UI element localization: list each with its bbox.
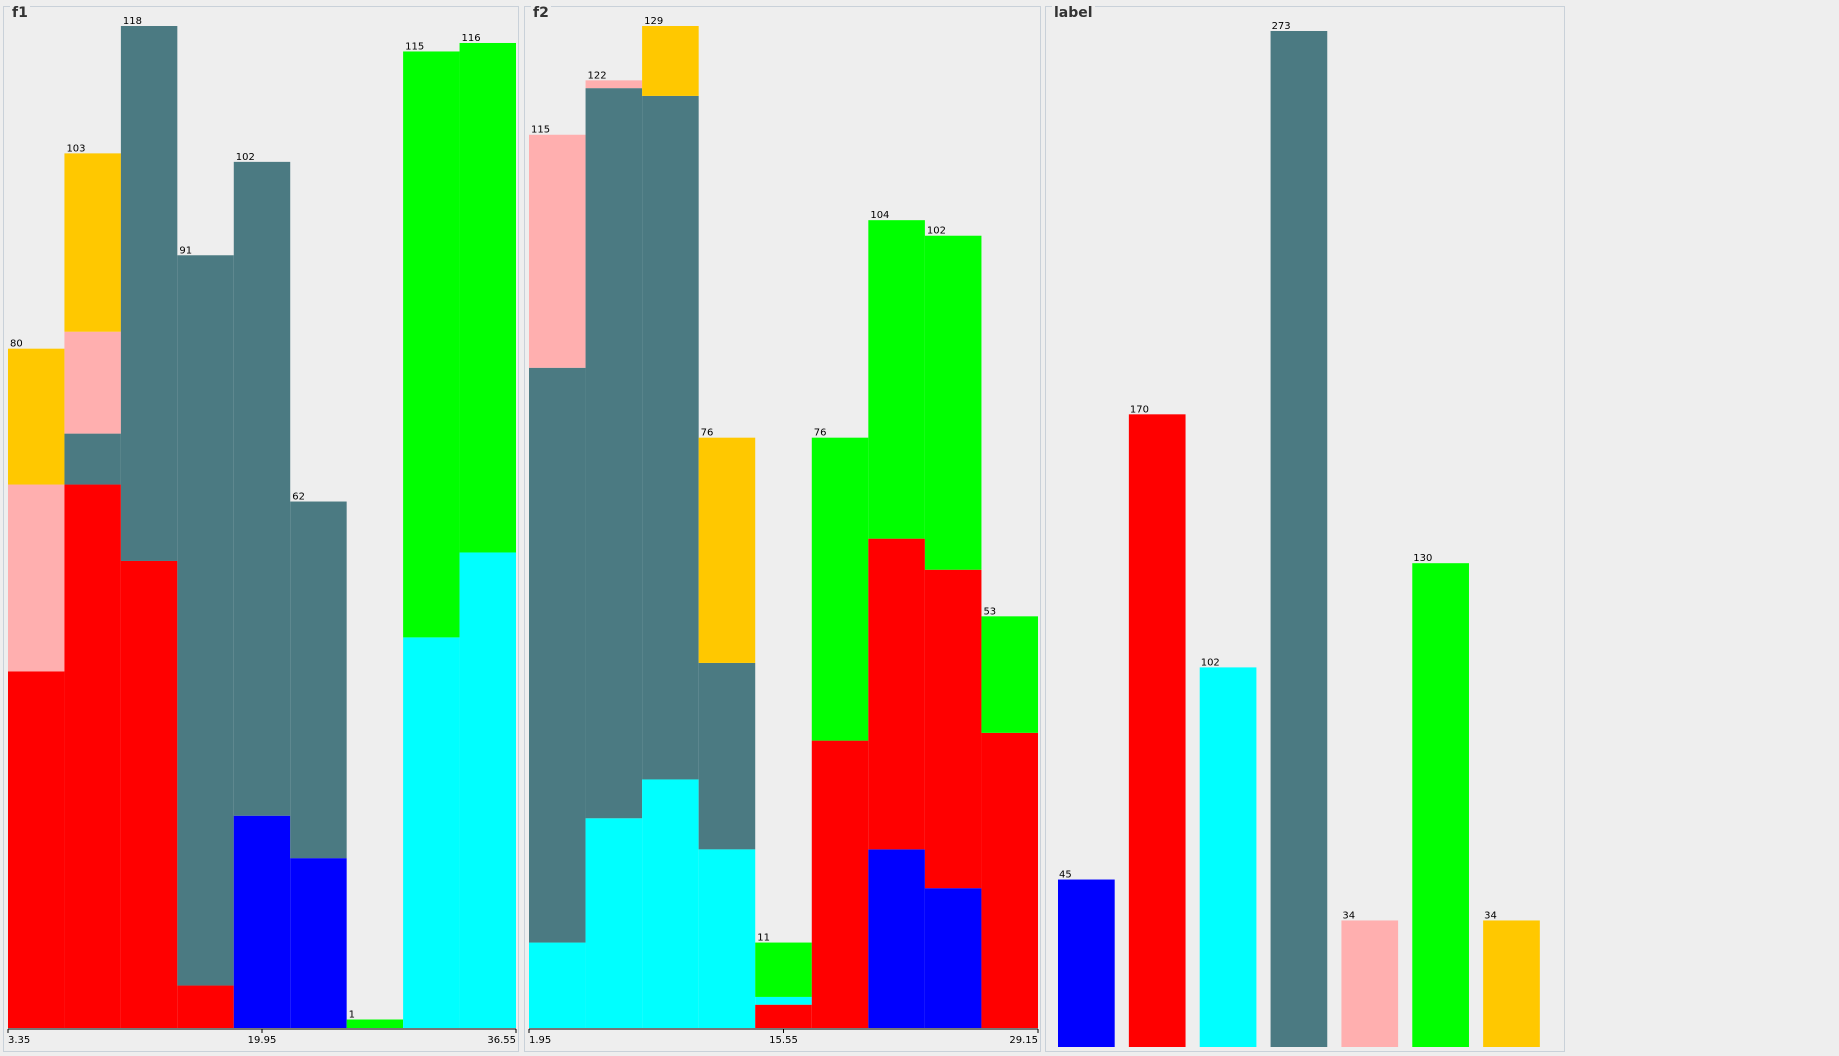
panel-f2: f2 115 122 129 76 11 76 104 102 53 1.95 15.55 29.15 [524,5,1041,1052]
f2-bin-7-count-label: 102 [927,226,946,237]
histogram-f1: 80 103 118 91 102 62 1 115 116 3.35 19.95 36.55 [7,16,517,1046]
f2-bin-3-c3-segment [698,662,756,850]
f1-bin-5-c3-segment [290,501,347,859]
f1-bin-7-c2-segment [403,637,460,1028]
label-bar-c4 [1341,920,1399,1047]
f2-bin-0-c2-segment [529,942,586,1028]
bar-chart-label: 45 170 102 273 34 130 34 [1058,21,1540,1047]
f2-bin-2-c6-segment [642,26,699,96]
f1-bin-2-c1-segment [120,560,178,1028]
f2-bin-2-c3-segment [642,95,699,780]
f1-bin-4-c3-segment [233,161,291,816]
f2-bin-0-count-label: 115 [531,125,550,136]
f2-bin-4-c2-segment [755,996,812,1005]
f2-bin-4-c5-segment [755,942,812,997]
label-bar-c6-count-label: 34 [1484,910,1497,921]
f1-bin-6-c5-segment [346,1019,404,1028]
label-bar-c3-count-label: 273 [1272,21,1291,32]
f2-bin-3-count-label: 76 [701,428,714,439]
label-bar-c6 [1483,920,1540,1047]
f1-bin-5-c0-segment [290,858,347,1028]
label-bar-c2 [1199,667,1257,1047]
f2-bin-3-c2-segment [698,849,756,1028]
label-bar-c1-count-label: 170 [1130,404,1149,415]
histogram-f2: 115 122 129 76 11 76 104 102 53 1.95 15.55 29.15 [528,16,1039,1046]
panel-label: label 45 170 102 273 34 130 34 [1045,5,1565,1052]
f2-bin-5-c5-segment [811,437,869,741]
f1-bin-7-count-label: 115 [405,41,424,52]
f2-bin-7-c0-segment [924,888,982,1028]
label-bar-c0-count-label: 45 [1059,870,1072,881]
f2-bin-2-count-label: 129 [644,16,663,27]
f2-bin-3-c6-segment [698,437,756,663]
f1-bin-0-c6-segment [8,348,65,485]
f1-bin-2-c3-segment [120,26,178,561]
f2-bin-8-c1-segment [981,732,1038,1028]
f1-bin-3-c1-segment [177,985,234,1028]
f2-bin-1-c2-segment [585,818,643,1028]
f2-bin-4-c1-segment [755,1004,812,1028]
f1-x-tick-label-0: 3.35 [8,1035,30,1046]
f1-x-tick-label-1: 19.95 [248,1035,277,1046]
f2-bin-1-count-label: 122 [588,70,607,81]
f2-bin-0-c3-segment [529,367,586,943]
label-bar-c2-count-label: 102 [1201,657,1220,668]
f2-bin-4-count-label: 11 [757,933,770,944]
f1-bin-3-count-label: 91 [179,245,192,256]
f1-x-tick-label-2: 36.55 [487,1035,516,1046]
f2-bin-0-c4-segment [529,134,586,368]
f1-bin-1-c6-segment [64,153,121,332]
f2-bin-7-c1-segment [924,569,982,889]
f2-bin-6-c5-segment [868,220,925,539]
f2-x-tick-label-2: 29.15 [1009,1035,1038,1046]
f2-bin-1-c4-segment [585,80,643,89]
f2-x-tick-label-1: 15.55 [769,1035,798,1046]
label-bar-c4-count-label: 34 [1342,910,1355,921]
f2-bin-5-c1-segment [811,740,869,1028]
panel-title-label: label [1052,5,1095,21]
panel-title-f2: f2 [531,5,551,21]
f2-bin-6-c0-segment [868,849,925,1028]
panel-title-f1: f1 [10,5,30,21]
panel-f1: f1 80 103 118 91 102 62 1 115 116 3.35 19.95 36.55 [3,5,519,1052]
label-bar-c5 [1412,563,1469,1047]
f2-bin-8-count-label: 53 [983,606,996,617]
f2-bin-6-c1-segment [868,538,925,850]
f2-bin-6-count-label: 104 [870,210,889,221]
f1-bin-2-count-label: 118 [123,16,142,27]
f1-bin-0-c4-segment [8,484,65,672]
f1-bin-3-c3-segment [177,255,234,986]
f1-bin-1-c1-segment [64,484,121,1028]
f1-bin-4-c0-segment [233,815,291,1028]
f2-bin-1-c3-segment [585,88,643,819]
f2-bin-7-c5-segment [924,235,982,570]
f1-bin-8-c2-segment [459,552,516,1028]
f2-bin-8-c5-segment [981,616,1038,733]
f1-bin-0-c1-segment [8,671,65,1028]
f2-bin-2-c2-segment [642,779,699,1028]
label-bar-c3 [1270,31,1328,1047]
f1-bin-0-count-label: 80 [10,339,23,350]
label-bar-c5-count-label: 130 [1413,553,1432,564]
f1-bin-1-count-label: 103 [66,143,85,154]
f1-bin-4-count-label: 102 [236,152,255,163]
f1-bin-8-count-label: 116 [462,33,481,44]
f1-bin-5-count-label: 62 [292,492,305,503]
f1-bin-8-c5-segment [459,42,516,553]
f1-bin-7-c5-segment [403,51,460,638]
f1-bin-1-c4-segment [64,331,121,434]
f2-x-tick-label-0: 1.95 [529,1035,551,1046]
f1-bin-1-c3-segment [64,433,121,485]
f2-bin-5-count-label: 76 [814,428,827,439]
f1-bin-6-count-label: 1 [349,1010,355,1021]
label-bar-c0 [1058,879,1115,1047]
label-bar-c1 [1128,414,1186,1047]
